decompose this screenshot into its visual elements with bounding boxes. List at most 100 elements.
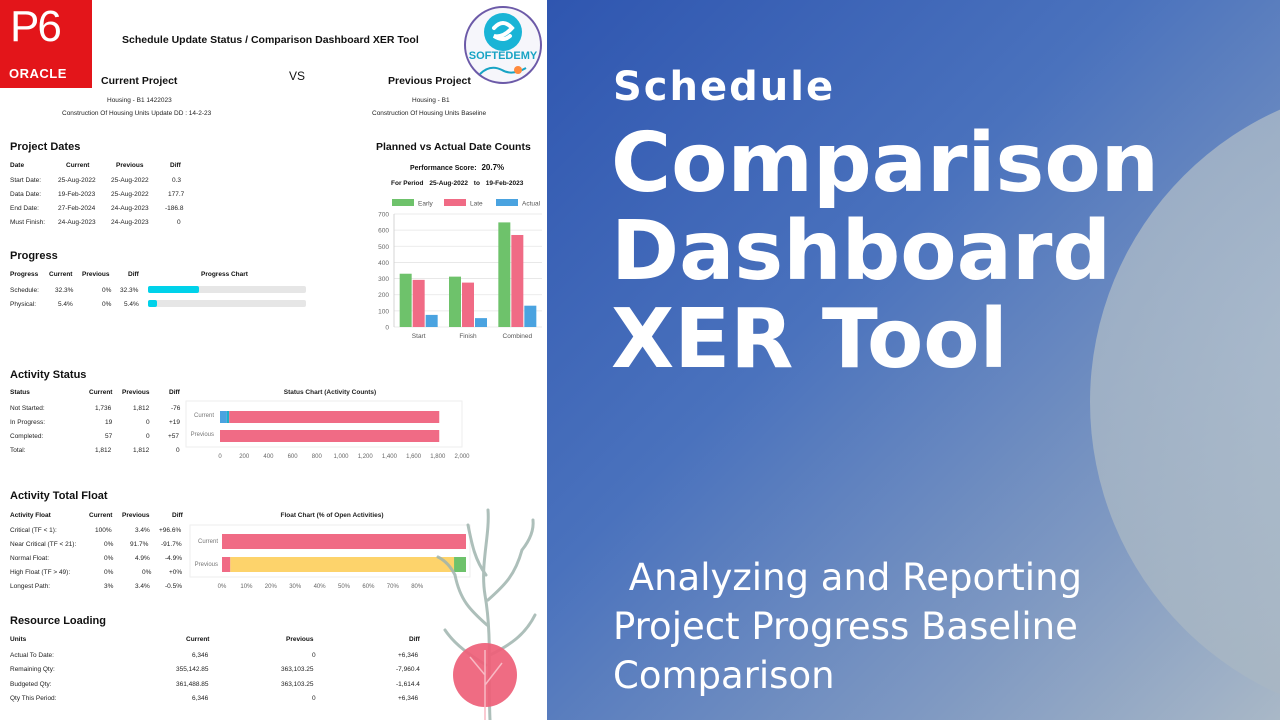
table-cell: 3.4% bbox=[135, 583, 150, 590]
x-tick-label: 600 bbox=[288, 454, 299, 460]
schedule-progress-bar bbox=[148, 286, 306, 293]
table-cell: 91.7% bbox=[130, 541, 149, 548]
activity-status-title: Activity Status bbox=[10, 369, 87, 381]
table-cell: 5.4% bbox=[58, 301, 73, 308]
previous-project-id: Housing - B1 bbox=[412, 97, 450, 104]
table-cell: 0 bbox=[176, 447, 180, 454]
banner-subtitle-line: Comparison bbox=[613, 654, 835, 697]
chart-frame bbox=[189, 524, 471, 578]
table-cell: 1,812 bbox=[133, 405, 150, 412]
bar-segment bbox=[220, 411, 227, 423]
x-tick-label: 40% bbox=[314, 584, 327, 590]
x-tick-label: 1,200 bbox=[358, 454, 374, 460]
bar-segment bbox=[222, 534, 466, 549]
y-tick-label: 200 bbox=[378, 292, 389, 299]
bar bbox=[449, 276, 461, 327]
table-cell: Near Critical (TF < 21): bbox=[10, 541, 77, 548]
banner-subtitle-line: Analyzing and Reporting bbox=[617, 556, 1083, 599]
table-cell: Qty This Period: bbox=[10, 695, 57, 702]
table-cell: 0% bbox=[102, 287, 112, 294]
x-tick-label: Start bbox=[412, 333, 426, 340]
table-cell: 6,346 bbox=[192, 695, 209, 702]
table-header: Current bbox=[89, 512, 113, 519]
banner-title-line: Comparison bbox=[611, 116, 1160, 211]
table-cell: -0.5% bbox=[165, 583, 182, 590]
current-project-name: Construction Of Housing Units Update DD … bbox=[62, 110, 212, 117]
table-cell: 355,142.85 bbox=[176, 666, 209, 673]
chart-title: Float Chart (% of Open Activities) bbox=[280, 512, 383, 519]
table-cell: 363,103.25 bbox=[281, 666, 314, 673]
banner-title-line: Schedule bbox=[613, 64, 836, 110]
bar bbox=[425, 314, 438, 327]
table-cell: -4.9% bbox=[165, 555, 182, 562]
table-cell: 32.3% bbox=[55, 287, 74, 294]
y-tick-label: Previous bbox=[195, 562, 218, 568]
table-header: Previous bbox=[82, 271, 110, 278]
table-cell: 25-Aug-2022 bbox=[58, 177, 96, 184]
period-range: For Period 25-Aug-2022 to 19-Feb-2023 bbox=[391, 180, 523, 187]
table-cell: 0 bbox=[177, 219, 181, 226]
table-cell: Schedule: bbox=[10, 287, 39, 294]
vs-label: VS bbox=[289, 69, 306, 83]
table-cell: 0% bbox=[104, 541, 114, 548]
table-cell: Budgeted Qty: bbox=[10, 681, 52, 688]
x-tick-label: 2,000 bbox=[454, 454, 470, 460]
bar-segment bbox=[230, 557, 455, 572]
y-tick-label: 400 bbox=[378, 260, 389, 267]
bar-segment bbox=[220, 430, 440, 442]
table-cell: 363,103.25 bbox=[281, 681, 314, 688]
table-cell: 19-Feb-2023 bbox=[58, 191, 96, 198]
table-header: Date bbox=[10, 162, 25, 169]
legend-swatch bbox=[444, 199, 466, 206]
y-tick-label: 300 bbox=[378, 276, 389, 283]
table-cell: -91.7% bbox=[161, 541, 182, 548]
table-cell: 0% bbox=[104, 555, 114, 562]
table-cell: 1,812 bbox=[95, 447, 112, 454]
x-tick-label: 800 bbox=[312, 454, 323, 460]
table-cell: 5.4% bbox=[124, 301, 139, 308]
bar bbox=[498, 222, 511, 327]
table-cell: -7,960.4 bbox=[396, 666, 420, 673]
table-header: Previous bbox=[116, 162, 144, 169]
table-header: Progress bbox=[10, 271, 39, 278]
table-cell: -1,614.4 bbox=[396, 681, 420, 688]
planned-actual-chart: Early Late Actual 0 100 200 300 400 500 600 700 Sta… bbox=[378, 199, 542, 340]
table-header: Diff bbox=[128, 271, 139, 278]
x-tick-label: 200 bbox=[239, 454, 250, 460]
table-cell: 4.9% bbox=[135, 555, 150, 562]
table-cell: 1,736 bbox=[95, 405, 112, 412]
period-label: For Period bbox=[391, 180, 424, 187]
table-cell: 0 bbox=[312, 652, 316, 659]
x-tick-label: 70% bbox=[387, 584, 400, 590]
legend-label: Actual bbox=[522, 201, 541, 208]
page-title: Schedule Update Status / Comparison Dash… bbox=[122, 34, 419, 46]
table-cell: 27-Feb-2024 bbox=[58, 205, 96, 212]
bar-segment bbox=[226, 411, 230, 423]
physical-progress-bar bbox=[148, 300, 306, 307]
activity-float-title: Activity Total Float bbox=[10, 490, 108, 502]
current-project-id: Housing - B1 1422023 bbox=[107, 97, 172, 104]
table-cell: 32.3% bbox=[120, 287, 139, 294]
bar bbox=[475, 318, 487, 327]
table-cell: Not Started: bbox=[10, 405, 45, 412]
performance-score: Performance Score: 20.7% bbox=[410, 163, 504, 172]
table-cell: +19 bbox=[169, 419, 181, 426]
table-header: Status bbox=[10, 389, 30, 396]
x-tick-label: 10% bbox=[240, 584, 253, 590]
table-cell: 0 bbox=[312, 695, 316, 702]
coral-decoration-icon bbox=[436, 508, 537, 720]
table-cell: 3% bbox=[104, 583, 114, 590]
legend-swatch bbox=[496, 199, 518, 206]
table-cell: 0 bbox=[146, 433, 150, 440]
previous-project-name: Construction Of Housing Units Baseline bbox=[372, 110, 487, 117]
table-cell: 361,488.85 bbox=[176, 681, 209, 688]
dashboard-panel: P6 ORACLE Schedule Update Status / Compa… bbox=[0, 0, 547, 720]
table-cell: 25-Aug-2022 bbox=[111, 177, 149, 184]
x-tick-label: Combined bbox=[503, 333, 533, 340]
x-tick-label: 0 bbox=[218, 454, 222, 460]
bar bbox=[511, 234, 524, 327]
bar-segment bbox=[454, 557, 466, 572]
table-header: Previous bbox=[286, 636, 314, 643]
table-cell: Completed: bbox=[10, 433, 44, 440]
banner-title-line: Dashboard bbox=[611, 204, 1112, 299]
